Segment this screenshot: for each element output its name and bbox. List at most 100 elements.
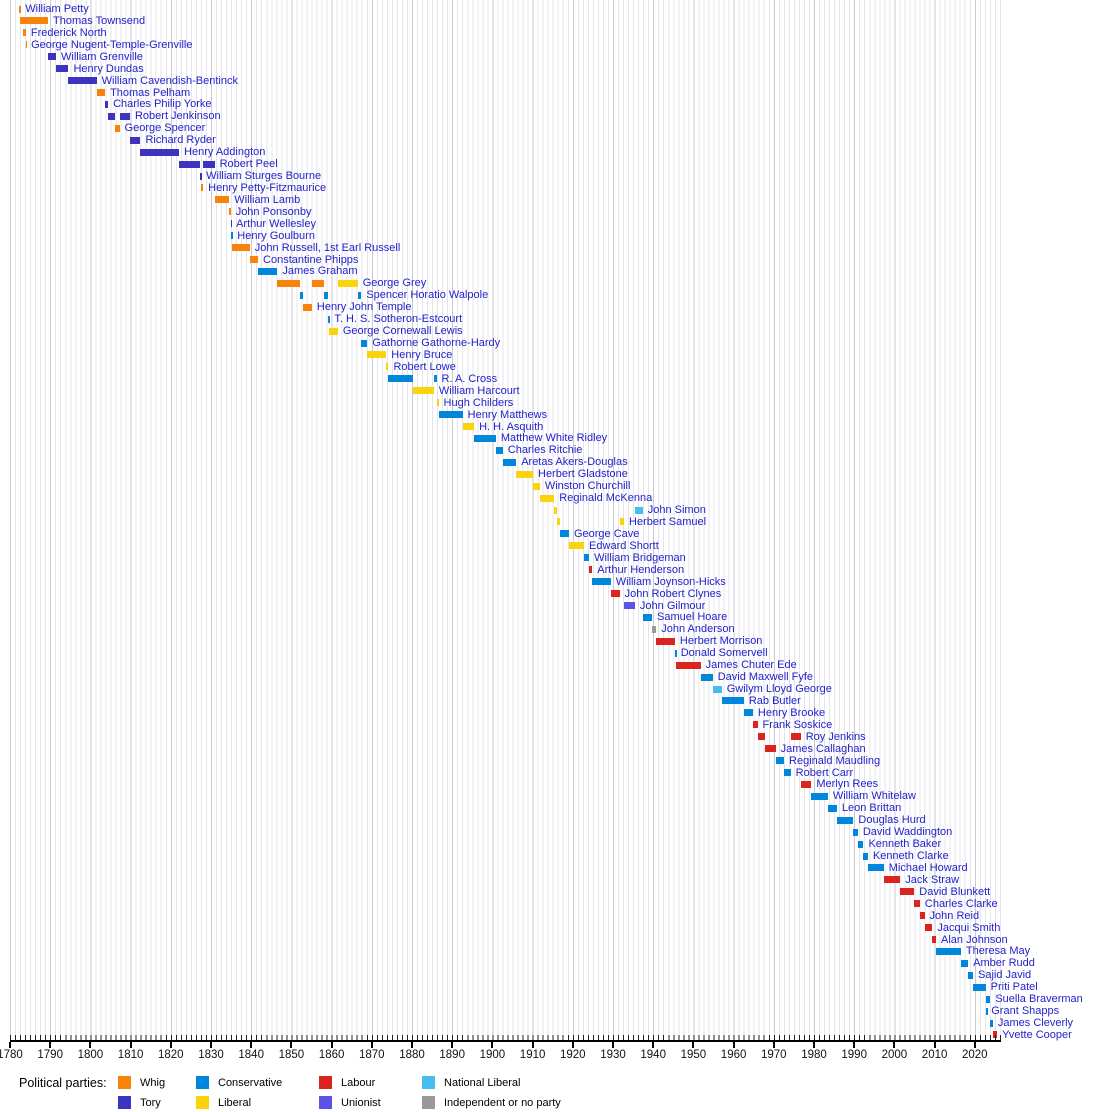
- term-bar[interactable]: [568, 542, 585, 550]
- term-bar[interactable]: [474, 434, 496, 442]
- person-name-label[interactable]: Amber Rudd: [973, 957, 1035, 970]
- term-bar[interactable]: [337, 279, 358, 287]
- person-name-label[interactable]: Thomas Pelham: [110, 86, 191, 99]
- term-bar[interactable]: [674, 649, 677, 657]
- person-name-label[interactable]: Grant Shapps: [991, 1005, 1060, 1018]
- person-name-label[interactable]: George Cornewall Lewis: [342, 325, 463, 338]
- term-bar[interactable]: [827, 804, 837, 812]
- term-bar[interactable]: [386, 363, 389, 371]
- person-name-label[interactable]: R. A. Cross: [441, 372, 498, 385]
- term-bar[interactable]: [651, 625, 657, 633]
- term-bar[interactable]: [324, 291, 329, 299]
- person-name-label[interactable]: Jack Straw: [905, 873, 960, 886]
- term-bar[interactable]: [619, 518, 625, 526]
- term-bar[interactable]: [249, 256, 259, 264]
- term-bar[interactable]: [863, 852, 868, 860]
- person-name-label[interactable]: Herbert Gladstone: [538, 468, 628, 481]
- person-name-label[interactable]: Yvette Cooper: [1002, 1028, 1072, 1041]
- term-bar[interactable]: [329, 327, 338, 335]
- term-bar[interactable]: [311, 279, 325, 287]
- person-name-label[interactable]: John Russell, 1st Earl Russell: [254, 241, 401, 254]
- term-bar[interactable]: [539, 494, 555, 502]
- term-bar[interactable]: [232, 244, 250, 252]
- person-name-label[interactable]: David Blunkett: [919, 885, 991, 898]
- term-bar[interactable]: [656, 637, 675, 645]
- person-name-label[interactable]: Reginald McKenna: [559, 492, 653, 505]
- person-name-label[interactable]: Herbert Samuel: [629, 515, 707, 528]
- person-name-label[interactable]: Roy Jenkins: [805, 730, 866, 743]
- person-name-label[interactable]: James Cleverly: [997, 1017, 1074, 1030]
- term-bar[interactable]: [675, 661, 701, 669]
- term-bar[interactable]: [105, 100, 109, 108]
- term-bar[interactable]: [23, 29, 26, 37]
- person-name-label[interactable]: Kenneth Clarke: [872, 850, 949, 863]
- term-bar[interactable]: [924, 924, 933, 932]
- term-bar[interactable]: [986, 1007, 988, 1015]
- term-bar[interactable]: [277, 279, 301, 287]
- person-name-label[interactable]: Frederick North: [30, 26, 107, 39]
- term-bar[interactable]: [554, 506, 557, 514]
- term-bar[interactable]: [972, 983, 986, 991]
- term-bar[interactable]: [757, 733, 766, 741]
- term-bar[interactable]: [634, 506, 643, 514]
- person-name-label[interactable]: William Harcourt: [438, 384, 520, 397]
- person-name-label[interactable]: Robert Jenkinson: [134, 110, 221, 123]
- term-bar[interactable]: [96, 89, 106, 96]
- person-name-label[interactable]: George Grey: [362, 277, 427, 290]
- term-bar[interactable]: [936, 947, 961, 955]
- term-bar[interactable]: [47, 53, 57, 61]
- person-name-label[interactable]: Henry John Temple: [316, 301, 412, 314]
- person-name-label[interactable]: John Anderson: [661, 623, 735, 636]
- term-bar[interactable]: [624, 602, 635, 609]
- person-name-label[interactable]: Leon Brittan: [841, 802, 902, 815]
- term-bar[interactable]: [361, 339, 368, 347]
- term-bar[interactable]: [462, 423, 475, 431]
- person-name-label[interactable]: William Lamb: [234, 193, 301, 206]
- term-bar[interactable]: [203, 160, 215, 168]
- term-bar[interactable]: [533, 482, 540, 490]
- person-name-label[interactable]: Constantine Phipps: [263, 253, 359, 266]
- person-name-label[interactable]: Charles Clarke: [924, 897, 998, 910]
- term-bar[interactable]: [19, 5, 21, 13]
- term-bar[interactable]: [68, 77, 97, 85]
- person-name-label[interactable]: Matthew White Ridley: [500, 432, 608, 445]
- term-bar[interactable]: [258, 267, 278, 275]
- term-bar[interactable]: [25, 41, 28, 49]
- person-name-label[interactable]: T. H. S. Sotheron-Estcourt: [334, 313, 463, 326]
- person-name-label[interactable]: Henry Brooke: [757, 706, 826, 719]
- term-bar[interactable]: [992, 1031, 998, 1039]
- person-name-label[interactable]: Aretas Akers-Douglas: [521, 456, 628, 469]
- term-bar[interactable]: [584, 554, 590, 562]
- person-name-label[interactable]: John Gilmour: [639, 599, 706, 612]
- person-name-label[interactable]: Arthur Wellesley: [236, 217, 316, 230]
- term-bar[interactable]: [231, 232, 233, 240]
- term-bar[interactable]: [201, 184, 204, 192]
- person-name-label[interactable]: Alan Johnson: [941, 933, 1008, 946]
- term-bar[interactable]: [20, 17, 48, 25]
- term-bar[interactable]: [968, 971, 973, 979]
- person-name-label[interactable]: William Grenville: [61, 50, 143, 63]
- term-bar[interactable]: [853, 828, 858, 836]
- person-name-label[interactable]: David Waddington: [862, 826, 953, 839]
- term-bar[interactable]: [721, 697, 744, 705]
- person-name-label[interactable]: William Cavendish-Bentinck: [101, 74, 238, 87]
- term-bar[interactable]: [857, 840, 864, 848]
- person-name-label[interactable]: James Graham: [282, 265, 358, 278]
- person-name-label[interactable]: Richard Ryder: [145, 134, 216, 147]
- term-bar[interactable]: [140, 148, 180, 156]
- person-name-label[interactable]: Herbert Morrison: [679, 635, 763, 648]
- term-bar[interactable]: [200, 172, 202, 180]
- term-bar[interactable]: [610, 590, 620, 598]
- term-bar[interactable]: [214, 196, 230, 204]
- person-name-label[interactable]: Henry Goulburn: [237, 229, 315, 242]
- person-name-label[interactable]: H. H. Asquith: [479, 420, 544, 433]
- person-name-label[interactable]: Samuel Hoare: [656, 611, 728, 624]
- term-bar[interactable]: [800, 780, 812, 788]
- term-bar[interactable]: [433, 375, 437, 383]
- term-bar[interactable]: [179, 160, 201, 168]
- person-name-label[interactable]: Gwilym Lloyd George: [726, 683, 832, 695]
- term-bar[interactable]: [932, 936, 936, 944]
- term-bar[interactable]: [900, 888, 915, 896]
- term-bar[interactable]: [114, 124, 120, 132]
- term-bar[interactable]: [367, 351, 387, 359]
